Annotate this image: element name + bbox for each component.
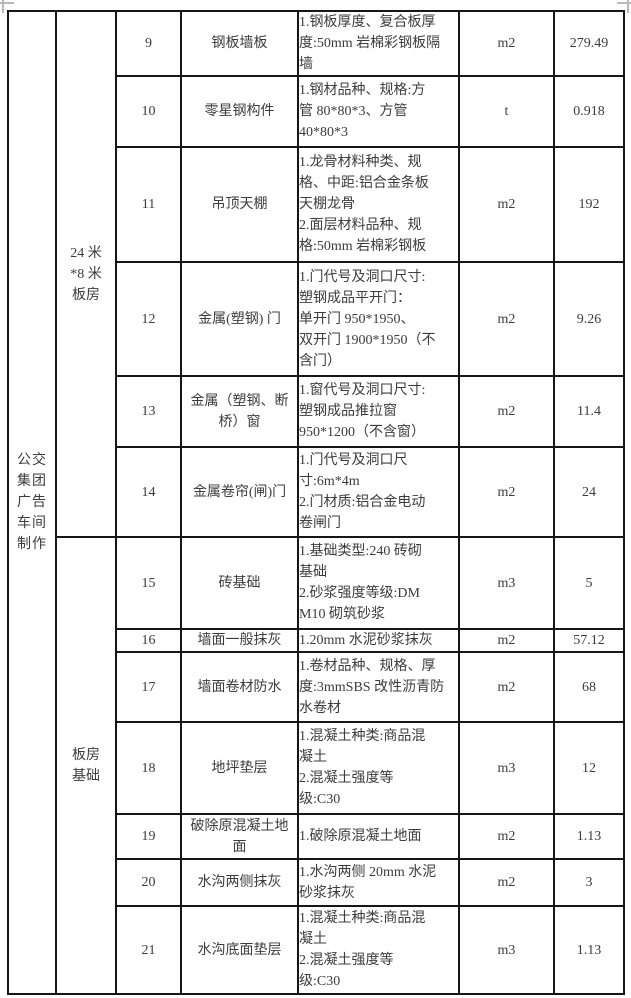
description-cell: 1.门代号及洞口尺寸: 塑钢成品平开门： 单开门 950*1950、 双开门 1… [297, 261, 460, 377]
table-row: 16 墙面一般抹灰 1.20mm 水泥砂浆抹灰 m2 57.12 [8, 628, 625, 653]
row-number-cell: 12 [115, 261, 182, 377]
bill-of-quantities-table: 公交 集团 广告 车间 制作 24 米 *8 米 板房 9 钢板墙板 1.钢板厚… [7, 10, 625, 995]
description-cell: 1.20mm 水泥砂浆抹灰 [297, 628, 460, 653]
row-number-cell: 20 [115, 858, 182, 907]
row-number-cell: 14 [115, 446, 182, 538]
description-cell: 1.破除原混凝土地面 [297, 813, 460, 860]
item-name-cell: 零星钢构件 [180, 75, 299, 148]
description-cell: 1.窗代号及洞口尺寸: 塑钢成品推拉窗 950*1200（不含窗） [297, 375, 460, 448]
quantity-cell: 11.4 [553, 375, 625, 448]
table-row: 10 零星钢构件 1.钢材品种、规格:方 管 80*80*3、方管 40*80*… [8, 75, 625, 148]
item-name-cell: 水沟底面垫层 [180, 905, 299, 995]
description-cell: 1.混凝土种类:商品混 凝土 2.混凝土强度等 级:C30 [297, 721, 460, 815]
unit-cell: m2 [458, 446, 555, 538]
row-number-cell: 21 [115, 905, 182, 995]
unit-cell: m3 [458, 536, 555, 630]
item-name-cell: 金属卷帘(闸)门 [180, 446, 299, 538]
quantity-cell: 192 [553, 146, 625, 263]
corner-mark-horizontal [617, 2, 631, 4]
unit-cell: m2 [458, 10, 555, 77]
unit-cell: m2 [458, 651, 555, 723]
unit-cell: t [458, 75, 555, 148]
table-row: 公交 集团 广告 车间 制作 24 米 *8 米 板房 9 钢板墙板 1.钢板厚… [7, 10, 625, 995]
table-row: 17 墙面卷材防水 1.卷材品种、规格、厚 度:3mmSBS 改性沥青防 水卷材… [8, 651, 625, 723]
table-row: 18 地坪垫层 1.混凝土种类:商品混 凝土 2.混凝土强度等 级:C30 m3… [8, 721, 625, 815]
description-cell: 1.卷材品种、规格、厚 度:3mmSBS 改性沥青防 水卷材 [297, 651, 460, 723]
table-row: 板房 基础 15 砖基础 1.基础类型:240 砖砌 基础 2.砂浆强度等级:D… [8, 536, 625, 995]
quantity-cell: 57.12 [553, 628, 625, 653]
table-row: 14 金属卷帘(闸)门 1.门代号及洞口尺 寸:6m*4m 2.门材质:铝合金电… [8, 446, 625, 538]
row-number-cell: 17 [115, 651, 182, 723]
unit-cell: m2 [458, 146, 555, 263]
item-name-cell: 金属(塑钢) 门 [180, 261, 299, 377]
description-cell: 1.门代号及洞口尺 寸:6m*4m 2.门材质:铝合金电动 卷闸门 [297, 446, 460, 538]
item-name-cell: 墙面卷材防水 [180, 651, 299, 723]
table-row: 19 破除原混凝土地 面 1.破除原混凝土地面 m2 1.13 [8, 813, 625, 860]
description-cell: 1.龙骨材料种类、规 格、中距:铝合金条板 天棚龙骨 2.面层材料品种、规 格:… [297, 146, 460, 263]
table-row: 20 水沟两侧抹灰 1.水沟两侧 20mm 水泥 砂浆抹灰 m2 3 [8, 858, 625, 907]
table-row: 12 金属(塑钢) 门 1.门代号及洞口尺寸: 塑钢成品平开门： 单开门 950… [8, 261, 625, 377]
row-number-cell: 11 [115, 146, 182, 263]
row-number-cell: 16 [115, 628, 182, 653]
quantity-cell: 24 [553, 446, 625, 538]
quantity-cell: 3 [553, 858, 625, 907]
item-name-cell: 砖基础 [180, 536, 299, 630]
item-name-cell: 金属（塑钢、断 桥）窗 [180, 375, 299, 448]
corner-mark-vertical [2, 0, 4, 13]
table-row: 13 金属（塑钢、断 桥）窗 1.窗代号及洞口尺寸: 塑钢成品推拉窗 950*1… [8, 375, 625, 448]
unit-cell: m3 [458, 905, 555, 995]
quantity-cell: 68 [553, 651, 625, 723]
item-name-cell: 地坪垫层 [180, 721, 299, 815]
quantity-cell: 279.49 [553, 10, 625, 77]
description-cell: 1.水沟两侧 20mm 水泥 砂浆抹灰 [297, 858, 460, 907]
item-name-cell: 钢板墙板 [180, 10, 299, 77]
unit-cell: m2 [458, 375, 555, 448]
quantity-cell: 0.918 [553, 75, 625, 148]
corner-mark-horizontal [0, 2, 14, 4]
row-number-cell: 15 [115, 536, 182, 630]
corner-mark-vertical [627, 0, 629, 13]
row-number-cell: 13 [115, 375, 182, 448]
row-number-cell: 9 [115, 10, 182, 77]
quantity-cell: 9.26 [553, 261, 625, 377]
section-label-cell: 板房 基础 [55, 536, 117, 995]
item-name-cell: 破除原混凝土地 面 [180, 813, 299, 860]
quantity-cell: 1.13 [553, 813, 625, 860]
table-row: 21 水沟底面垫层 1.混凝土种类:商品混 凝土 2.混凝土强度等 级:C30 … [8, 905, 625, 995]
unit-cell: m2 [458, 858, 555, 907]
unit-cell: m2 [458, 628, 555, 653]
description-cell: 1.钢板厚度、复合板厚 度:50mm 岩棉彩钢板隔 墙 [297, 10, 460, 77]
item-name-cell: 水沟两侧抹灰 [180, 858, 299, 907]
unit-cell: m2 [458, 813, 555, 860]
description-cell: 1.钢材品种、规格:方 管 80*80*3、方管 40*80*3 [297, 75, 460, 148]
description-cell: 1.混凝土种类:商品混 凝土 2.混凝土强度等 级:C30 [297, 905, 460, 995]
item-name-cell: 吊顶天棚 [180, 146, 299, 263]
row-number-cell: 19 [115, 813, 182, 860]
quantity-cell: 12 [553, 721, 625, 815]
quantity-cell: 5 [553, 536, 625, 630]
row-number-cell: 18 [115, 721, 182, 815]
row-number-cell: 10 [115, 75, 182, 148]
quantity-cell: 1.13 [553, 905, 625, 995]
unit-cell: m3 [458, 721, 555, 815]
project-group-cell: 公交 集团 广告 车间 制作 [7, 10, 57, 995]
unit-cell: m2 [458, 261, 555, 377]
table-row: 11 吊顶天棚 1.龙骨材料种类、规 格、中距:铝合金条板 天棚龙骨 2.面层材… [8, 146, 625, 263]
item-name-cell: 墙面一般抹灰 [180, 628, 299, 653]
description-cell: 1.基础类型:240 砖砌 基础 2.砂浆强度等级:DM M10 砌筑砂浆 [297, 536, 460, 630]
section-label-cell: 24 米 *8 米 板房 [55, 10, 117, 538]
